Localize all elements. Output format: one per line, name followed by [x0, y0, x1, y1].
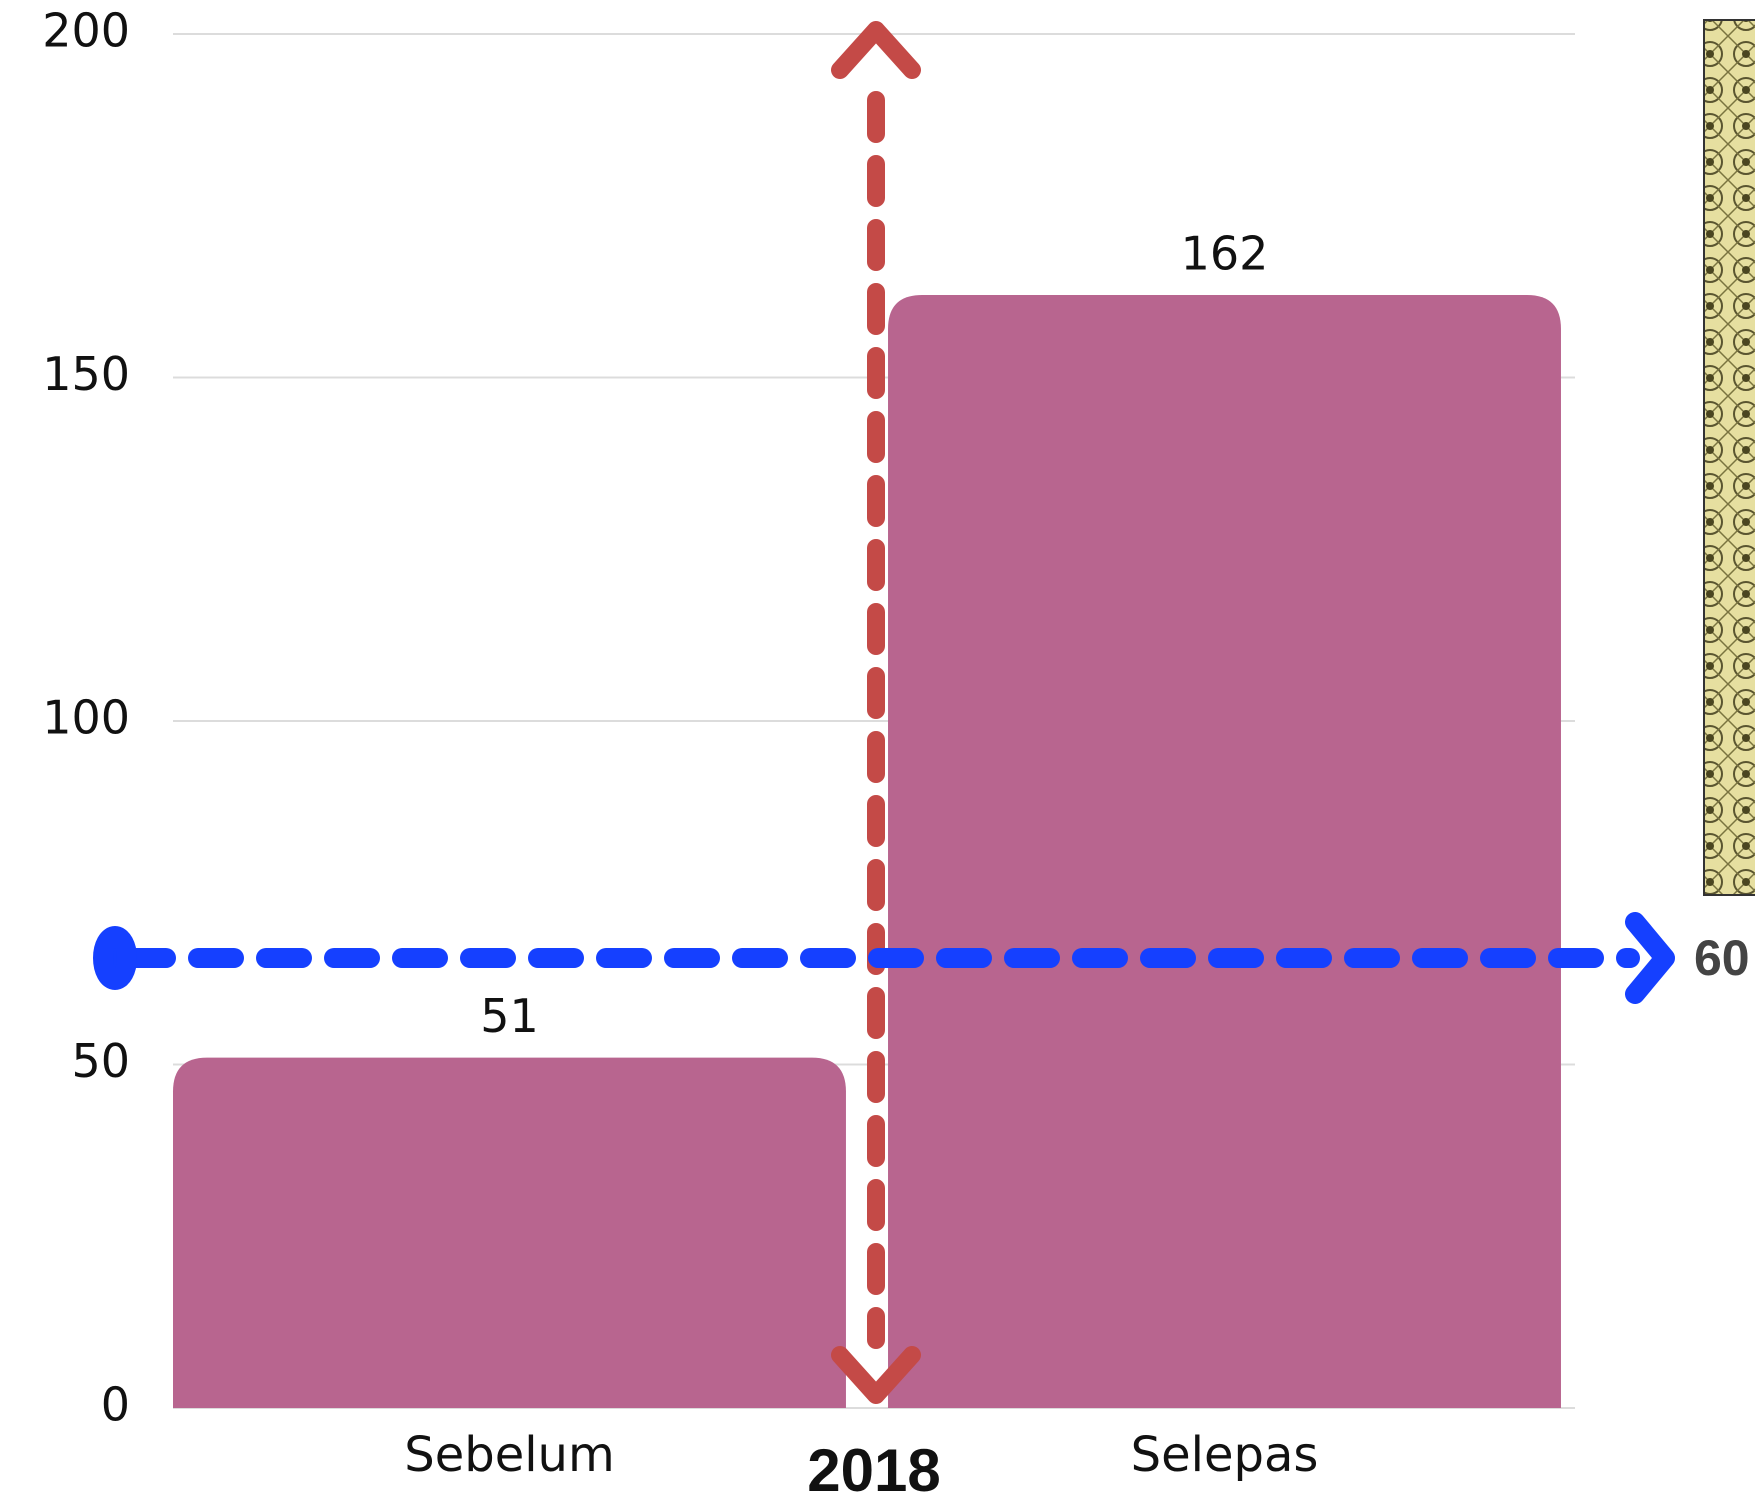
value-label: 162 — [1181, 227, 1269, 281]
x-tick-label: Sebelum — [404, 1427, 615, 1483]
x-tick-label: Selepas — [1131, 1427, 1319, 1483]
arrow-tail — [93, 926, 137, 990]
decorative-image — [1703, 19, 1755, 896]
y-tick-label: 50 — [71, 1034, 130, 1088]
arrow-head — [1625, 912, 1675, 1004]
bar — [173, 1057, 846, 1408]
annotation: 2018 — [807, 1437, 940, 1504]
arrow-head — [831, 21, 921, 79]
horizontal-arrow — [93, 912, 1675, 1004]
y-tick-label: 200 — [42, 4, 130, 58]
vertical-arrow — [831, 21, 921, 1404]
value-label: 51 — [480, 989, 539, 1043]
y-tick-label: 0 — [101, 1378, 130, 1432]
bar — [888, 295, 1561, 1408]
y-tick-label: 100 — [42, 691, 130, 745]
y-tick-label: 150 — [42, 347, 130, 401]
bars: Sebelum 51 Selepas 162 — [173, 227, 1561, 1483]
grid: 0 50 100 150 200 — [42, 4, 1575, 1432]
arrow-head — [831, 1346, 921, 1404]
annotation: 60 — [1694, 930, 1750, 986]
